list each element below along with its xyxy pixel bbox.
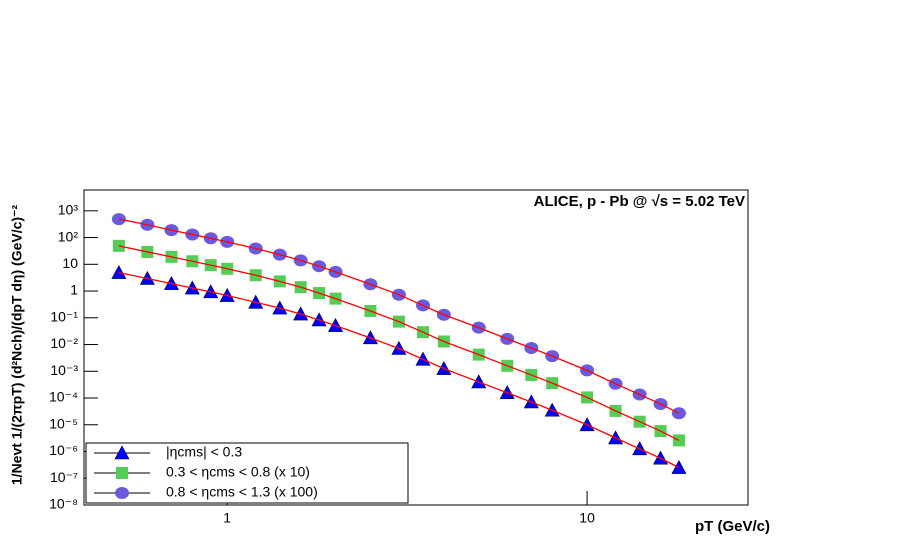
y-tick-label: 10⁻⁷ [50, 469, 78, 485]
y-axis-label: 1/Nevt 1/(2πpT) (d²Nch)/(dpT dη) (GeV/c)… [9, 205, 25, 486]
fit-line [118, 271, 680, 469]
data-point [111, 264, 127, 279]
x-tick-label: 1 [223, 510, 231, 526]
y-tick-label: 10² [58, 228, 79, 244]
x-axis-label: pT (GeV/c) [695, 518, 770, 535]
legend-marker [115, 487, 129, 499]
plot-frame [83, 189, 749, 506]
legend-label: |ηcms| < 0.3 [166, 444, 242, 460]
legend: |ηcms| < 0.3 0.3 < ηcms < 0.8 (x 10) 0.8 <… [85, 442, 409, 504]
legend-label: 0.8 < ηcms < 1.3 (x 100) [166, 484, 318, 500]
y-tick-label: 10⁻³ [50, 362, 78, 378]
y-tick-label: 10⁻¹ [50, 308, 78, 324]
y-tick-label: 10³ [58, 202, 79, 218]
y-tick-label: 10⁻⁶ [49, 442, 78, 458]
legend-label: 0.3 < ηcms < 0.8 (x 10) [166, 464, 310, 480]
y-tick-label: 10⁻⁴ [49, 389, 78, 405]
chart-title: ALICE, p - Pb @ √s = 5.02 TeV [534, 193, 745, 210]
y-tick-label: 10⁻² [50, 335, 78, 351]
y-tick-label: 10⁻⁵ [49, 415, 78, 431]
fit-line [118, 245, 680, 441]
y-tick-label: 1 [70, 282, 78, 298]
fit-line [118, 218, 680, 414]
x-tick-label: 10 [579, 510, 595, 526]
legend-marker [116, 467, 128, 479]
y-tick-label: 10⁻⁸ [49, 496, 78, 512]
legend-marker [114, 445, 130, 460]
y-tick-label: 10 [62, 255, 78, 271]
